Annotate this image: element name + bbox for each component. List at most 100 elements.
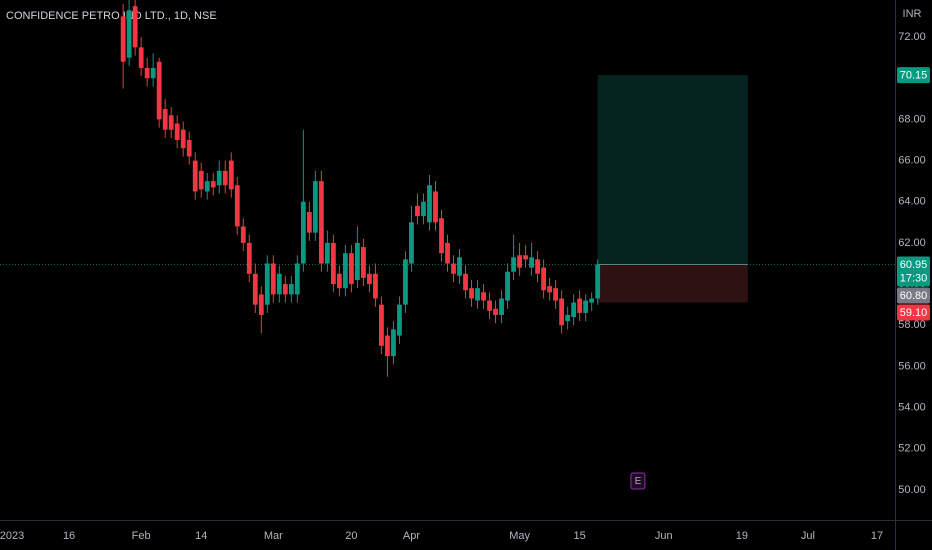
candle-body: [475, 288, 480, 301]
loss-zone: [597, 264, 748, 303]
candle-body: [577, 298, 583, 313]
candle-body: [180, 129, 186, 149]
candle-body: [385, 335, 390, 357]
candle-body: [294, 263, 300, 295]
candle-body: [264, 263, 270, 305]
candle-body: [216, 170, 222, 186]
candle-body: [336, 273, 342, 289]
candle-body: [192, 160, 198, 192]
price-label-box: [897, 304, 930, 321]
price-label: 70.15: [900, 70, 928, 82]
candle-body: [174, 123, 180, 140]
candle-body: [276, 273, 282, 295]
y-tick-label: 62.00: [898, 237, 926, 249]
candle-body: [198, 170, 204, 190]
candle-body: [348, 253, 354, 285]
y-tick-label: 58.00: [898, 319, 926, 331]
earnings-marker: [630, 472, 646, 490]
candle-body: [186, 139, 192, 157]
candle-body: [589, 298, 595, 303]
x-tick-label: Apr: [403, 530, 420, 542]
x-tick-label: Feb: [132, 530, 151, 542]
candle-body: [559, 298, 565, 326]
candle-body: [571, 302, 577, 318]
candle-body: [318, 181, 324, 264]
candle-body: [222, 170, 228, 186]
candle-body: [144, 67, 150, 79]
candle-body: [361, 247, 366, 278]
candle-body: [150, 67, 156, 79]
candle-body: [354, 242, 360, 280]
candle-body: [511, 257, 516, 272]
candle-body: [523, 255, 528, 260]
candle-body: [547, 286, 553, 293]
candle-body: [306, 212, 312, 233]
candle-body: [168, 115, 174, 130]
x-tick-label: May: [509, 530, 530, 542]
currency-label: INR: [903, 8, 922, 20]
candle-body: [210, 181, 216, 188]
candle-body: [391, 329, 396, 357]
candle-body: [228, 160, 234, 190]
candle-body: [342, 253, 348, 289]
x-tick-label: 16: [63, 530, 75, 542]
candle-body: [535, 259, 541, 274]
x-tick-label: 19: [736, 530, 748, 542]
candle-body: [553, 288, 559, 301]
candle-body: [252, 273, 258, 305]
y-tick-label: 68.00: [898, 113, 926, 125]
candle-body: [373, 273, 378, 299]
y-tick-label: 50.00: [898, 484, 926, 496]
price-label: 60.80: [900, 290, 928, 302]
y-tick-label: 54.00: [898, 402, 926, 414]
candle-body: [204, 181, 210, 192]
candle-body: [463, 273, 468, 291]
earnings-label: E: [635, 476, 642, 487]
y-tick-label: 66.00: [898, 154, 926, 166]
candle-body: [234, 185, 240, 227]
candle-body: [258, 294, 264, 315]
candle-body: [379, 304, 384, 346]
candle-body: [469, 288, 474, 299]
candle-body: [288, 284, 294, 295]
candle-body: [583, 300, 589, 313]
candle-body: [529, 257, 534, 268]
candle-body: [300, 201, 306, 264]
candle-body: [270, 263, 276, 295]
candle-body: [445, 242, 450, 264]
candle-body: [330, 242, 336, 285]
candle-body: [132, 6, 138, 48]
candle-body: [246, 242, 252, 274]
price-label-box: [897, 287, 930, 304]
x-tick-label: Jun: [655, 530, 673, 542]
countdown-label: 17:30: [900, 272, 928, 284]
candle-body: [156, 61, 162, 120]
candle-body: [138, 47, 144, 68]
candle-body: [240, 226, 246, 243]
chart-title: CONFIDENCE PETRO IND LTD., 1D, NSE: [6, 10, 217, 22]
candle-body: [595, 264, 601, 299]
x-tick-label: Jul: [801, 530, 815, 542]
y-tick-label: 52.00: [898, 443, 926, 455]
price-label: 60.95: [900, 259, 928, 271]
candle-body: [487, 300, 492, 311]
price-label-box: [897, 67, 930, 84]
price-label-box: [897, 256, 930, 287]
candle-body: [403, 259, 408, 305]
candle-body: [367, 273, 372, 285]
x-tick-label: 2023: [0, 530, 24, 542]
x-tick-label: Mar: [264, 530, 283, 542]
candle-body: [312, 181, 318, 233]
candle-body: [421, 201, 426, 217]
candle-body: [427, 185, 432, 223]
candle-body: [517, 255, 522, 268]
candle-body: [282, 284, 288, 295]
candle-body: [505, 271, 510, 301]
candle-body: [451, 263, 456, 274]
profit-zone: [597, 75, 748, 265]
candle-body: [541, 267, 547, 291]
y-tick-label: 56.00: [898, 360, 926, 372]
candle-body: [409, 222, 414, 264]
candle-body: [324, 242, 330, 264]
